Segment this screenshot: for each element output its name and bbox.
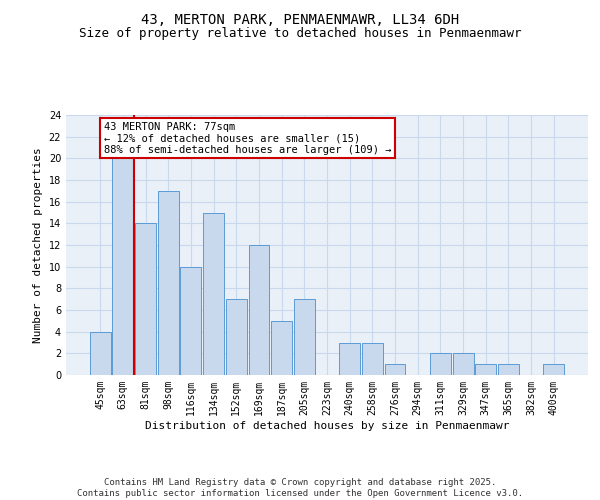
- Bar: [90, 332, 110, 375]
- Bar: [271, 321, 292, 375]
- Text: Size of property relative to detached houses in Penmaenmawr: Size of property relative to detached ho…: [79, 28, 521, 40]
- Bar: [452, 354, 473, 375]
- Bar: [544, 364, 564, 375]
- Bar: [339, 342, 360, 375]
- Bar: [112, 158, 133, 375]
- Bar: [430, 354, 451, 375]
- Bar: [181, 266, 202, 375]
- Bar: [498, 364, 519, 375]
- Bar: [475, 364, 496, 375]
- Bar: [203, 212, 224, 375]
- Bar: [135, 224, 156, 375]
- Text: 43 MERTON PARK: 77sqm
← 12% of detached houses are smaller (15)
88% of semi-deta: 43 MERTON PARK: 77sqm ← 12% of detached …: [104, 122, 391, 154]
- Bar: [226, 299, 247, 375]
- Bar: [294, 299, 315, 375]
- Y-axis label: Number of detached properties: Number of detached properties: [33, 147, 43, 343]
- Bar: [158, 191, 179, 375]
- Text: Contains HM Land Registry data © Crown copyright and database right 2025.
Contai: Contains HM Land Registry data © Crown c…: [77, 478, 523, 498]
- X-axis label: Distribution of detached houses by size in Penmaenmawr: Distribution of detached houses by size …: [145, 420, 509, 430]
- Bar: [248, 245, 269, 375]
- Bar: [385, 364, 406, 375]
- Bar: [362, 342, 383, 375]
- Text: 43, MERTON PARK, PENMAENMAWR, LL34 6DH: 43, MERTON PARK, PENMAENMAWR, LL34 6DH: [141, 12, 459, 26]
